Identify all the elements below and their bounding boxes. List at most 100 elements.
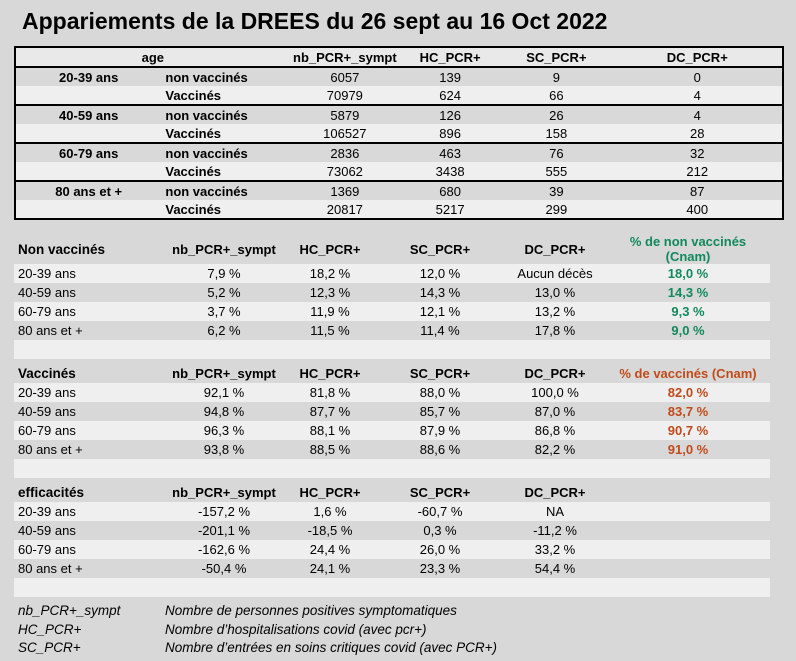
age-group-label: 40-59 ans [18, 285, 76, 300]
table-title-efficacites: efficacités [18, 485, 85, 500]
cell: 92,1 % [164, 383, 284, 402]
cnam-percentage-cell: 14,3 % [667, 285, 709, 300]
column-header-nb-pcr-sympt: nb_PCR+_sympt [172, 366, 276, 381]
age-group-label: 60-79 ans [14, 302, 164, 321]
nonvac-header-row: Non vaccinés nb_PCR+_sympt HC_PCR+ SC_PC… [14, 234, 770, 264]
column-header-sc-pcr: SC_PCR+ [409, 485, 471, 500]
age-group-label: 80 ans et + [18, 323, 83, 338]
column-header-dc-pcr: DC_PCR+ [524, 241, 586, 257]
vaccination-status-label: Vaccinés [161, 200, 290, 219]
cell: -162,6 % [164, 540, 284, 559]
cell: 624 [399, 86, 501, 105]
cell: -18,5 % [307, 523, 353, 538]
age-group-label: 20-39 ans [14, 502, 164, 521]
cell: 13,0 % [534, 285, 576, 300]
table-row: 40-59 ans 94,8 % 87,7 % 85,7 % 87,0 % 83… [14, 402, 770, 421]
legend-term: SC_PCR+ [18, 640, 81, 655]
age-group-label [15, 86, 162, 105]
efficiency-table: efficacités nb_PCR+_sympt HC_PCR+ SC_PCR… [14, 483, 770, 578]
cell: 20817 [289, 200, 400, 219]
column-header-nb-pcr-sympt: nb_PCR+_sympt [172, 485, 276, 500]
cell: 9 [500, 66, 613, 86]
table-row: Vaccinés 70979 624 66 4 [15, 86, 783, 105]
age-group-label: 60-79 ans [15, 142, 162, 162]
legend-definition: Nombre de personnes positives symptomati… [165, 603, 457, 618]
cell: 93,8 % [203, 442, 245, 457]
cell: -201,1 % [197, 523, 251, 538]
cell: 96,3 % [164, 421, 284, 440]
age-group-label: 40-59 ans [18, 523, 76, 538]
cnam-percentage-cell: 9,0 % [671, 323, 705, 338]
column-header-sc-pcr: SC_PCR+ [409, 241, 471, 257]
cell: 85,7 % [419, 404, 461, 419]
efficiency-header-row: efficacités nb_PCR+_sympt HC_PCR+ SC_PCR… [14, 483, 770, 502]
cell: 1369 [289, 180, 400, 200]
cell: 28 [612, 124, 783, 143]
cell: 12,3 % [309, 285, 351, 300]
table-row: 60-79 ans -162,6 % 24,4 % 26,0 % 33,2 % [14, 540, 770, 559]
table-row: 20-39 ans 7,9 % 18,2 % 12,0 % Aucun décè… [14, 264, 770, 283]
cell: 126 [399, 104, 501, 124]
cell: 86,8 % [504, 421, 606, 440]
legend-item: DC_PCR+ Nombre de Décès covid (avec PCR+… [18, 658, 796, 661]
age-group-label: 80 ans et + [18, 561, 83, 576]
table-row: 40-59 ans non vaccinés 5879 126 26 4 [15, 104, 783, 124]
column-header-hc-pcr: HC_PCR+ [299, 241, 361, 257]
cell: 6057 [289, 66, 400, 86]
cell: 1,6 % [284, 502, 376, 521]
cell: 139 [399, 66, 501, 86]
cell: 73062 [289, 162, 400, 181]
cell: 463 [399, 142, 501, 162]
vaccination-status-label: non vaccinés [161, 180, 290, 200]
vaccination-status-label: non vaccinés [161, 104, 290, 124]
cell [606, 502, 770, 521]
legend-item: SC_PCR+ Nombre d’entrées en soins critiq… [18, 639, 796, 658]
table-row: 60-79 ans 3,7 % 11,9 % 12,1 % 13,2 % 9,3… [14, 302, 770, 321]
column-header-dc-pcr: DC_PCR+ [524, 485, 586, 500]
cell: 555 [500, 162, 613, 181]
cell: 39 [500, 180, 613, 200]
table-row: 20-39 ans non vaccinés 6057 139 9 0 [15, 66, 783, 86]
table-row: Vaccinés 106527 896 158 28 [15, 124, 783, 143]
cell: 5217 [399, 200, 501, 219]
cell: 158 [500, 124, 613, 143]
cell: -11,2 % [533, 523, 577, 538]
legend-term: DC_PCR+ [18, 658, 165, 661]
cell: 14,3 % [419, 285, 461, 300]
age-group-label [15, 200, 162, 219]
legend-term: HC_PCR+ [18, 621, 82, 637]
cell: 299 [500, 200, 613, 219]
cell: 82,2 % [534, 442, 576, 457]
table-row: 60-79 ans 96,3 % 88,1 % 87,9 % 86,8 % 90… [14, 421, 770, 440]
cell: 11,4 % [420, 323, 460, 338]
age-group-label: 40-59 ans [18, 404, 76, 419]
cell: 88,6 % [419, 442, 461, 457]
cell: 896 [399, 124, 501, 143]
cnam-percentage-cell: 91,0 % [667, 442, 709, 457]
cell: 11,5 % [310, 323, 350, 338]
age-group-label [15, 162, 162, 181]
column-header-sc-pcr: SC_PCR+ [409, 366, 471, 381]
age-group-label: 40-59 ans [15, 104, 162, 124]
cell: 12,1 % [376, 302, 504, 321]
cell: 400 [612, 200, 783, 219]
age-group-label: 20-39 ans [15, 66, 162, 86]
cell [606, 559, 770, 578]
column-header-hc-pcr: HC_PCR+ [299, 366, 361, 381]
age-group-label: 80 ans et + [18, 442, 83, 457]
column-header-nb-pcr-sympt: nb_PCR+_sympt [172, 241, 276, 257]
table-row: 80 ans et + 93,8 % 88,5 % 88,6 % 82,2 % … [14, 440, 770, 459]
cell: 7,9 % [164, 264, 284, 283]
column-header-dc-pcr: DC_PCR+ [524, 366, 586, 381]
cell: 106527 [289, 124, 400, 143]
cell: 24,4 % [284, 540, 376, 559]
cell: 6,2 % [207, 323, 241, 338]
cell: Aucun décès [504, 264, 606, 283]
vaccination-status-label: Vaccinés [161, 162, 290, 181]
cell: 88,0 % [376, 383, 504, 402]
page-title: Appariements de la DREES du 26 sept au 1… [22, 8, 608, 34]
column-header-empty [606, 483, 770, 502]
cell: 212 [612, 162, 783, 181]
spacer-row [14, 459, 770, 478]
cell [606, 540, 770, 559]
